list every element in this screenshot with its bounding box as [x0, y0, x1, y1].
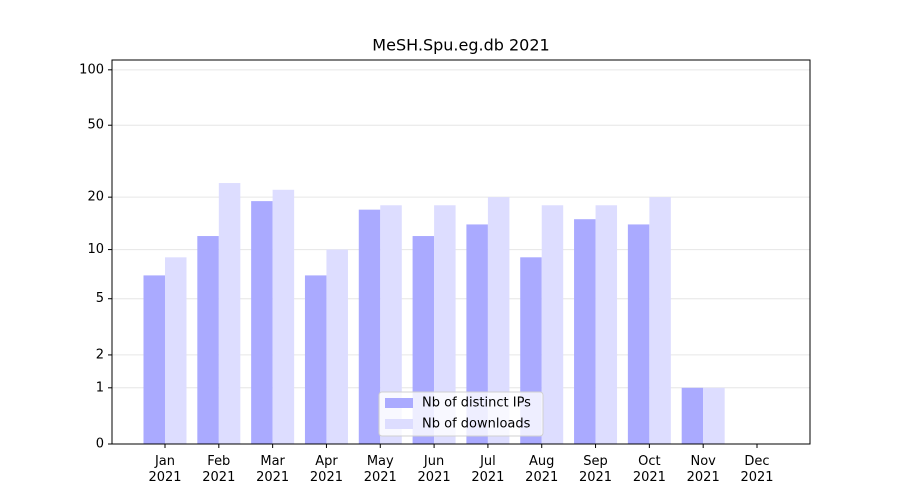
- bar: [627, 224, 650, 444]
- y-tick-label: 2: [96, 347, 104, 362]
- x-tick-label: Jun 2021: [418, 454, 451, 485]
- legend-label: Nb of downloads: [422, 417, 531, 432]
- bar: [541, 205, 564, 444]
- bar: [143, 275, 165, 444]
- y-tick-label: 1: [96, 380, 104, 395]
- bar: [434, 205, 456, 444]
- x-tick-label: Aug 2021: [525, 454, 558, 485]
- bar: [595, 205, 618, 444]
- bar: [574, 219, 596, 444]
- bar: [272, 189, 295, 444]
- x-tick-label: Jul 2021: [471, 454, 504, 485]
- x-tick-label: May 2021: [364, 454, 397, 485]
- chart-title: MeSH.Spu.eg.db 2021: [372, 36, 549, 55]
- bar: [197, 236, 219, 444]
- y-tick-label: 100: [79, 62, 104, 77]
- y-tick-label: 50: [87, 118, 104, 133]
- bar: [649, 197, 671, 444]
- bar: [218, 183, 241, 445]
- bar: [487, 197, 510, 444]
- x-tick-label: Dec 2021: [740, 454, 773, 485]
- legend-box: [378, 391, 544, 437]
- x-tick-label: Nov 2021: [687, 454, 720, 485]
- legend-swatch: [385, 419, 413, 429]
- y-tick-label: 5: [96, 291, 104, 306]
- bar: [681, 387, 704, 444]
- x-tick-label: Mar 2021: [256, 454, 289, 485]
- y-tick-label: 20: [87, 190, 104, 205]
- y-tick-label: 0: [96, 437, 104, 452]
- bar: [251, 201, 273, 444]
- bar: [466, 224, 488, 444]
- bar: [703, 387, 725, 444]
- x-tick-label: Apr 2021: [310, 454, 343, 485]
- x-tick-label: Sep 2021: [579, 454, 612, 485]
- x-tick-label: Jan 2021: [148, 454, 181, 485]
- bar: [165, 257, 187, 444]
- bar: [380, 205, 402, 444]
- bar: [358, 209, 381, 444]
- legend-swatch: [385, 398, 413, 408]
- x-tick-label: Feb 2021: [202, 454, 235, 485]
- plot-frame: [111, 59, 811, 445]
- y-tick-label: 10: [87, 242, 104, 257]
- x-tick-label: Oct 2021: [633, 454, 666, 485]
- legend-label: Nb of distinct IPs: [422, 396, 531, 411]
- bar: [326, 249, 348, 444]
- bar: [304, 275, 327, 444]
